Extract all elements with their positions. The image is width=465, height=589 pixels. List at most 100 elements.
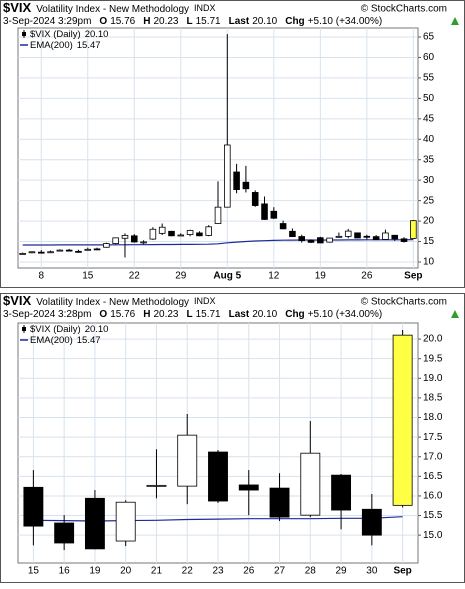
x-tick-label: Sep — [393, 566, 411, 577]
quote-value: +5.10 (+34.00%) — [308, 309, 383, 320]
legend-name: EMA(200) — [30, 40, 73, 51]
legend-name: $VIX (Daily) — [30, 29, 81, 40]
candle-body — [186, 230, 194, 235]
index-name: Volatility Index - New Methodology — [36, 297, 189, 308]
quote-line: 3-Sep-2024 3:28pm O 15.76 H 20.23 L 15.71 Last 2… — [3, 309, 382, 320]
y-tick-label: 18.0 — [423, 412, 443, 423]
candle-body — [400, 238, 408, 242]
legend-name: $VIX (Daily) — [30, 324, 81, 335]
quote-value: 15.71 — [196, 16, 221, 27]
candle-body — [361, 508, 382, 536]
y-tick-label: 19.5 — [423, 353, 443, 364]
x-tick-label: 27 — [274, 566, 286, 577]
legend-entry: EMA(200) 15.47 — [30, 335, 101, 346]
legend-value: 15.47 — [77, 40, 101, 51]
quote-value: 20.23 — [153, 309, 178, 320]
candle-body — [382, 232, 389, 240]
x-tick-label: 19 — [89, 566, 101, 577]
quote-label: O — [99, 309, 107, 320]
candle-body — [326, 237, 333, 243]
candle-body — [224, 144, 231, 208]
x-tick-label: 19 — [315, 271, 327, 282]
x-tick-label: 22 — [182, 566, 194, 577]
candle-body — [130, 235, 138, 243]
y-tick-label: 15.0 — [423, 530, 443, 541]
exchange: INDX — [194, 3, 216, 13]
y-tick-label: 55 — [423, 73, 435, 84]
date: 3-Sep-2024 3:28pm — [3, 309, 91, 320]
candle-body — [75, 250, 82, 253]
quote-value: 20.10 — [252, 16, 277, 27]
panel: 10 15 20 25 30 35 40 45 50 55 60 65 8 15 22 29 Aug 5 12 19… — [0, 0, 465, 288]
quote-label: H — [143, 309, 150, 320]
quote-value: 15.71 — [196, 309, 221, 320]
candle-body — [251, 192, 259, 206]
legend-icon — [22, 327, 26, 331]
header-title: $VIX Volatility Index - New Methodology IN… — [3, 0, 216, 15]
candle-body — [23, 486, 44, 527]
y-tick-label: 20.0 — [423, 334, 443, 345]
quote-label: H — [143, 16, 150, 27]
x-tick-label: 12 — [268, 271, 280, 282]
x-tick-label: 15 — [28, 566, 40, 577]
ema-line — [22, 239, 414, 246]
y-tick-label: 65 — [423, 32, 435, 43]
y-tick-label: 50 — [423, 93, 435, 104]
candle-body — [317, 237, 324, 244]
y-tick-label: 17.0 — [423, 451, 443, 462]
candle-body — [112, 237, 119, 244]
candle-body — [300, 452, 321, 516]
legend-icon — [22, 32, 26, 36]
y-tick-label: 15 — [423, 236, 435, 247]
candle-body — [410, 220, 417, 239]
candle-body — [233, 171, 240, 190]
plot-area — [17, 27, 419, 269]
candle-body — [196, 232, 203, 237]
quote-label: Last — [229, 309, 250, 320]
candle-body — [289, 230, 296, 238]
y-tick-label: 25 — [423, 195, 435, 206]
quote-label: L — [186, 309, 192, 320]
quote-label: Last — [229, 16, 250, 27]
candle-body — [177, 234, 185, 237]
quote-value: 15.76 — [110, 309, 135, 320]
candle-body — [363, 235, 371, 238]
candle-body — [261, 203, 268, 220]
y-tick-label: 15.5 — [423, 510, 443, 521]
candle-body — [372, 236, 380, 241]
x-tick-label: 23 — [212, 566, 224, 577]
x-tick-label: 21 — [151, 566, 163, 577]
candle-body — [37, 251, 45, 254]
quote-label: L — [186, 16, 192, 27]
y-tick-label: 60 — [423, 52, 435, 63]
candle-body — [84, 497, 105, 550]
legend-value: 15.47 — [77, 335, 101, 346]
legend-entry: EMA(200) 15.47 — [30, 40, 101, 51]
quote-value: 20.10 — [252, 309, 277, 320]
symbol: $VIX — [3, 0, 32, 15]
candle-body — [214, 206, 222, 224]
date: 3-Sep-2024 3:29pm — [3, 16, 91, 27]
candle-body — [177, 434, 198, 487]
x-tick-label: 20 — [120, 566, 132, 577]
y-tick-label: 16.0 — [423, 491, 443, 502]
index-name: Volatility Index - New Methodology — [36, 4, 189, 15]
candle-body — [168, 230, 175, 237]
candle-body — [47, 251, 54, 254]
candle-body — [279, 223, 287, 230]
candle-body — [115, 501, 136, 542]
candle-body — [208, 451, 228, 502]
candle-body — [392, 334, 413, 506]
change-arrow — [451, 310, 459, 318]
y-tick-label: 18.5 — [423, 393, 443, 404]
candle-body — [65, 249, 73, 252]
x-tick-label: 28 — [305, 566, 317, 577]
candle-body — [269, 487, 290, 518]
candle-body — [335, 235, 343, 238]
candle-body — [19, 252, 26, 255]
candle-body — [391, 234, 399, 240]
y-tick-label: 17.5 — [423, 432, 443, 443]
header-title: $VIX Volatility Index - New Methodology IN… — [3, 293, 216, 308]
quote-label: O — [99, 16, 107, 27]
